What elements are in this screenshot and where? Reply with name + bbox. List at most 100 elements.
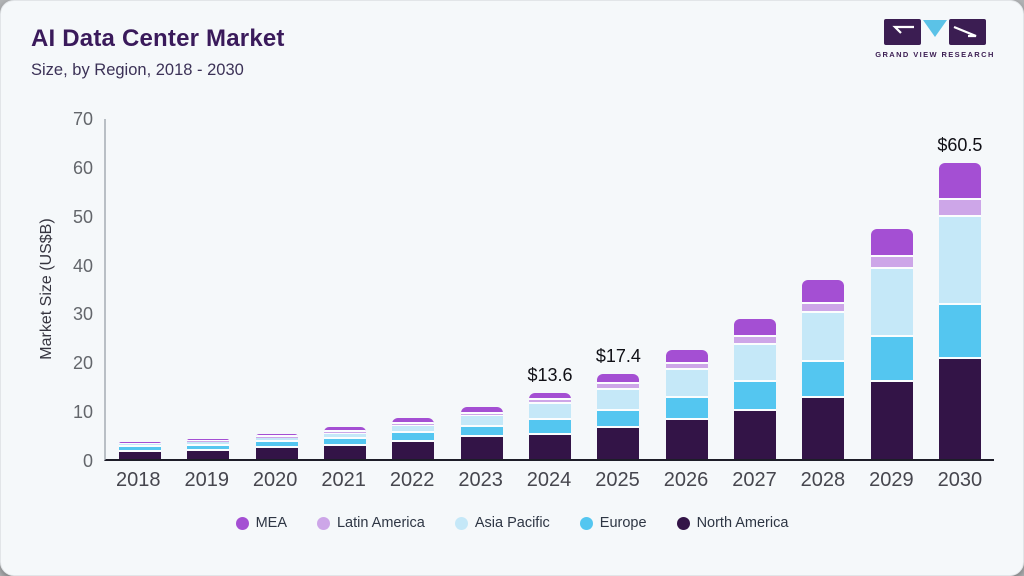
bar-segment-asia-pacific — [529, 404, 572, 420]
bar-segment-latin-america — [870, 257, 913, 269]
bar-segment-asia-pacific — [938, 217, 981, 305]
bar-segment-asia-pacific — [597, 390, 640, 411]
bar-2030: $60.5 — [926, 119, 994, 459]
bar-segment-mea — [733, 319, 776, 337]
bar-segment-mea — [324, 427, 367, 432]
bar-segment-asia-pacific — [733, 345, 776, 382]
bar-segment-mea — [187, 439, 230, 441]
bar-segment-north-america — [597, 428, 640, 459]
bar-segment-mea — [870, 229, 913, 257]
x-label-2022: 2022 — [389, 469, 435, 491]
legend-item-asia-pacific: Asia Pacific — [454, 515, 550, 531]
bar-segment-mea — [665, 350, 708, 364]
bar-segment-north-america — [324, 446, 367, 459]
total-label-2024: $13.6 — [527, 365, 573, 385]
y-tick-70: 70 — [72, 109, 93, 129]
x-label-2018: 2018 — [115, 469, 161, 491]
legend-item-europe: Europe — [579, 515, 647, 531]
bar-stack-2030 — [938, 163, 981, 459]
bar-segment-europe — [870, 337, 913, 382]
bar-2023 — [448, 119, 516, 459]
bar-segment-mea — [802, 280, 845, 304]
y-axis-ticks: 0 10 20 30 40 50 60 70 — [1, 109, 93, 471]
bar-segment-europe — [802, 362, 845, 398]
bar-segment-latin-america — [187, 441, 230, 442]
bar-segment-north-america — [870, 382, 913, 459]
bar-stack-2023 — [460, 407, 503, 459]
bar-segment-europe — [460, 427, 503, 437]
legend-dot-asia-pacific — [454, 516, 468, 530]
legend-item-latin-america: Latin America — [316, 515, 425, 531]
plot-area: $13.6 $17.4 $60.5 — [104, 119, 994, 461]
bar-2029 — [857, 119, 925, 459]
y-tick-30: 30 — [72, 304, 93, 325]
y-tick-0: 0 — [82, 451, 93, 471]
bar-segment-asia-pacific — [324, 434, 367, 439]
x-label-2020: 2020 — [252, 469, 298, 491]
x-label-2030: 2030 — [937, 469, 983, 491]
bar-stack-2029 — [870, 229, 913, 459]
x-label-2029: 2029 — [869, 469, 914, 491]
bar-segment-asia-pacific — [187, 442, 230, 446]
bar-segment-asia-pacific — [392, 426, 435, 433]
bar-stack-2026 — [665, 350, 708, 459]
x-label-2024: 2024 — [526, 469, 572, 491]
y-tick-60: 60 — [72, 157, 93, 178]
bar-segment-asia-pacific — [665, 370, 708, 398]
bar-stack-2022 — [392, 418, 435, 459]
legend-label-latin-america: Latin America — [336, 515, 425, 531]
bar-2021 — [311, 119, 379, 459]
legend-label-mea: MEA — [255, 515, 287, 531]
bar-segment-europe — [938, 305, 981, 359]
logo-wordmark: GRAND VIEW RESEARCH — [875, 50, 995, 59]
bar-segment-asia-pacific — [460, 416, 503, 427]
grand-view-research-logo: GRAND VIEW RESEARCH — [875, 19, 993, 59]
bar-segment-north-america — [733, 411, 776, 459]
bar-stack-2025 — [597, 374, 640, 459]
page-title: AI Data Center Market — [31, 25, 285, 52]
bar-segment-europe — [392, 433, 435, 442]
bar-segment-north-america — [802, 398, 845, 459]
bar-segment-europe — [255, 442, 298, 448]
x-label-2028: 2028 — [800, 469, 846, 491]
bar-segment-mea — [460, 407, 503, 414]
bar-segment-latin-america — [733, 337, 776, 345]
bar-stack-2018 — [119, 442, 162, 459]
bar-stack-2019 — [187, 439, 230, 459]
x-label-2023: 2023 — [458, 469, 503, 491]
bar-stack-2021 — [324, 427, 367, 459]
bar-segment-europe — [665, 398, 708, 420]
bar-segment-mea — [529, 393, 572, 400]
bar-segment-europe — [597, 411, 640, 428]
bar-segment-asia-pacific — [802, 313, 845, 362]
bar-segment-latin-america — [802, 304, 845, 313]
bar-segment-latin-america — [529, 400, 572, 404]
bar-2027 — [721, 119, 789, 459]
x-label-2026: 2026 — [663, 469, 709, 491]
gvr-logo-icon — [884, 19, 986, 45]
x-label-2021: 2021 — [321, 469, 366, 491]
bar-segment-north-america — [187, 451, 230, 459]
x-axis-labels: 2018 2019 2020 2021 2022 2023 2024 2025 2026 2027… — [104, 469, 994, 492]
page-subtitle: Size, by Region, 2018 - 2030 — [31, 61, 244, 79]
bar-2022 — [379, 119, 447, 459]
bar-segment-latin-america — [665, 364, 708, 370]
bar-segment-mea — [119, 442, 162, 444]
legend-item-north-america: North America — [676, 515, 788, 531]
bar-segment-europe — [529, 420, 572, 435]
bar-segment-north-america — [392, 442, 435, 459]
legend-item-mea: MEA — [235, 515, 287, 531]
legend-label-europe: Europe — [599, 515, 647, 531]
bar-segment-asia-pacific — [119, 444, 162, 447]
bar-stack-2028 — [802, 280, 845, 459]
legend-dot-mea — [235, 516, 249, 530]
bar-segment-asia-pacific — [255, 438, 298, 442]
bar-segment-asia-pacific — [870, 269, 913, 337]
bar-2028 — [789, 119, 857, 459]
bar-stack-2024 — [529, 393, 572, 459]
bar-segment-latin-america — [324, 432, 367, 434]
legend-label-asia-pacific: Asia Pacific — [474, 515, 550, 531]
bar-segment-latin-america — [597, 384, 640, 390]
